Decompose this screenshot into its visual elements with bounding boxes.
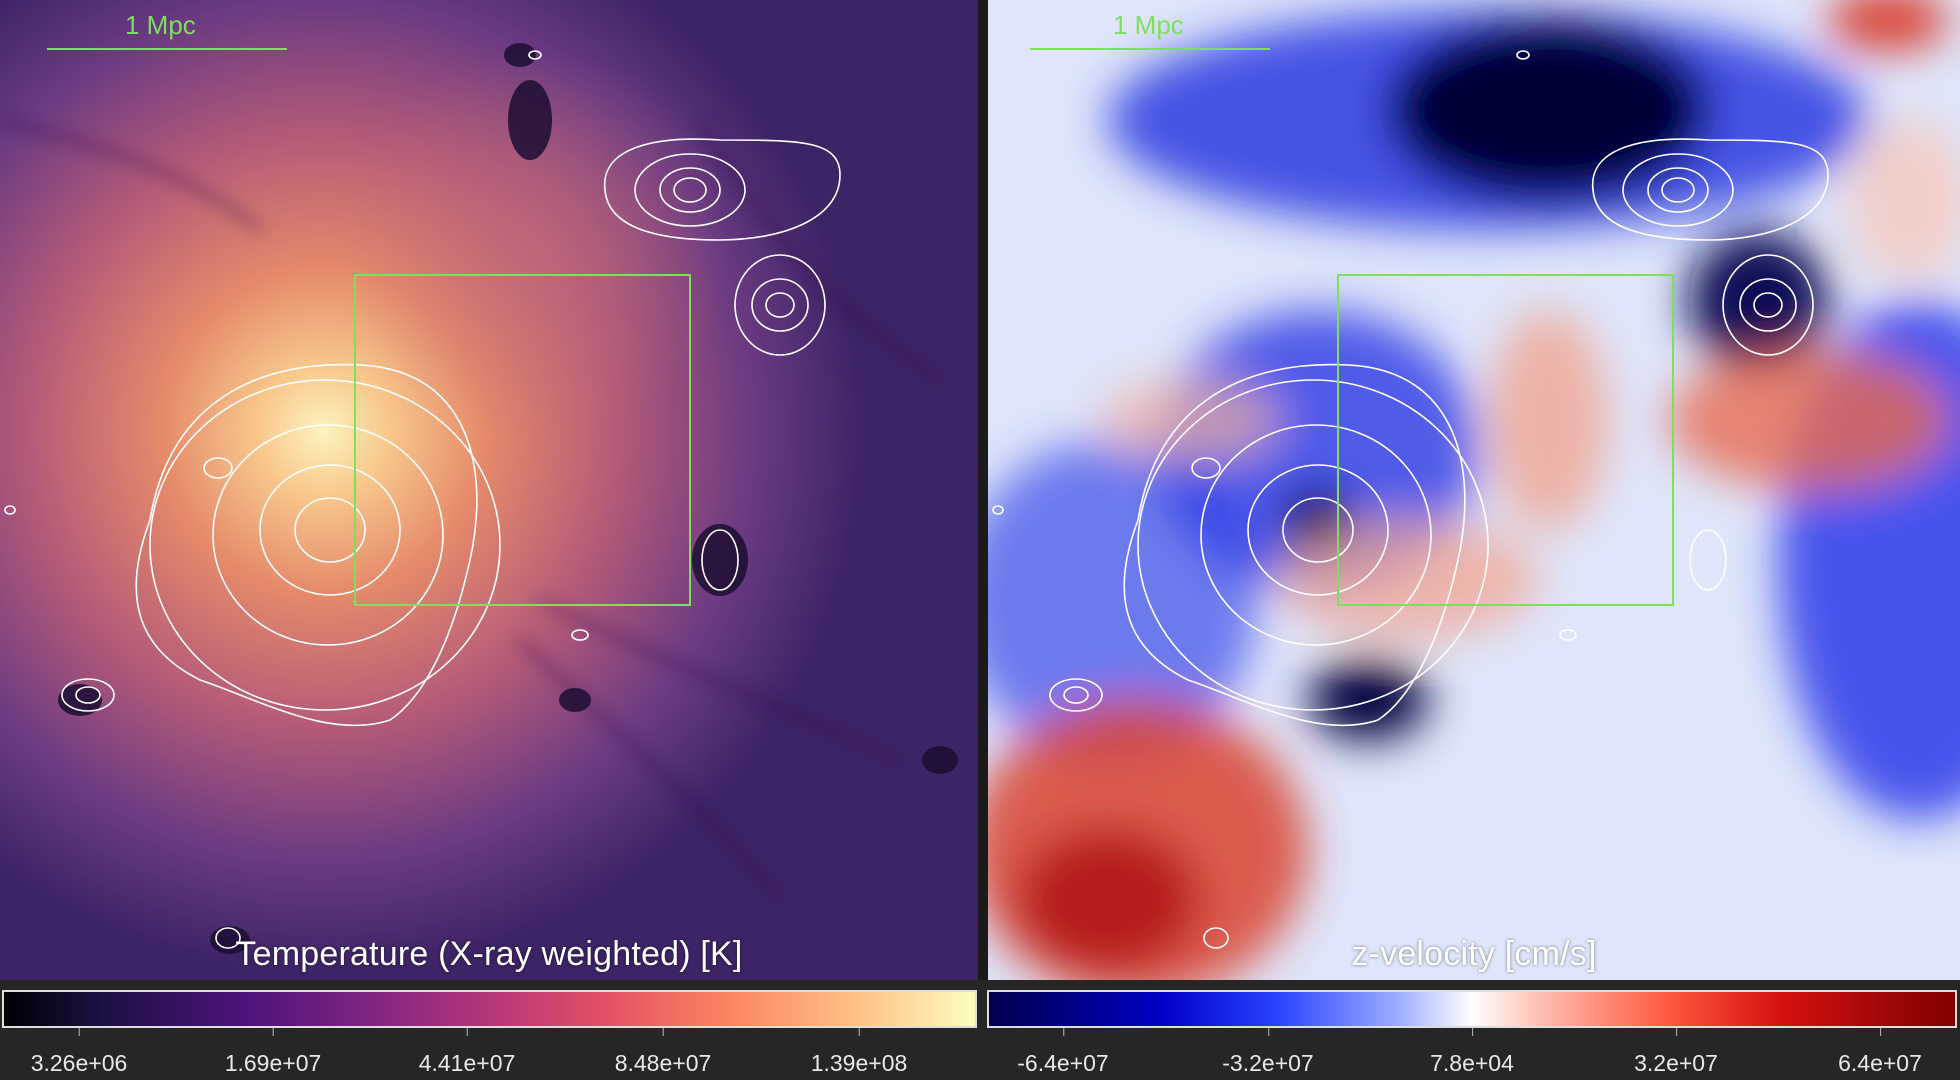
velocity-colorbar-ticks: -6.4e+07 -3.2e+07 7.8e+04 3.2e+07 6.4e+0… xyxy=(987,1028,1957,1080)
panel-divider xyxy=(978,0,988,980)
colorbar-tick-label: -3.2e+07 xyxy=(1222,1028,1314,1077)
velocity-panel: 1 Mpc z-velocity [cm/s] xyxy=(988,0,1960,980)
scale-bar xyxy=(47,48,287,50)
velocity-colorbar xyxy=(987,990,1957,1028)
scale-bar-label: 1 Mpc xyxy=(1113,10,1184,40)
colorbar-tick-label: 8.48e+07 xyxy=(615,1028,711,1077)
scale-bar-label: 1 Mpc xyxy=(125,10,196,40)
colorbar-tick-label: 6.4e+07 xyxy=(1838,1028,1922,1077)
panel-title: Temperature (X-ray weighted) [K] xyxy=(235,935,743,973)
colorbar-tick-label: 3.2e+07 xyxy=(1634,1028,1718,1077)
colorbar-tick-label: 1.39e+08 xyxy=(811,1028,907,1077)
panel-title: z-velocity [cm/s] xyxy=(1351,935,1597,973)
scale-bar xyxy=(1030,48,1270,50)
colorbar-tick-label: 1.69e+07 xyxy=(225,1028,321,1077)
colorbar-tick-label: -6.4e+07 xyxy=(1017,1028,1109,1077)
temperature-map xyxy=(0,0,978,980)
velocity-map xyxy=(988,0,1960,980)
temperature-panel: 1 Mpc Temperature (X-ray weighted) [K] xyxy=(0,0,978,980)
colorbar-tick-label: 7.8e+04 xyxy=(1430,1028,1514,1077)
temperature-colorbar xyxy=(2,990,977,1028)
colorbar-tick-label: 3.26e+06 xyxy=(31,1028,127,1077)
temperature-colorbar-ticks: 3.26e+06 1.69e+07 4.41e+07 8.48e+07 1.39… xyxy=(2,1028,977,1080)
colorbar-tick-label: 4.41e+07 xyxy=(419,1028,515,1077)
